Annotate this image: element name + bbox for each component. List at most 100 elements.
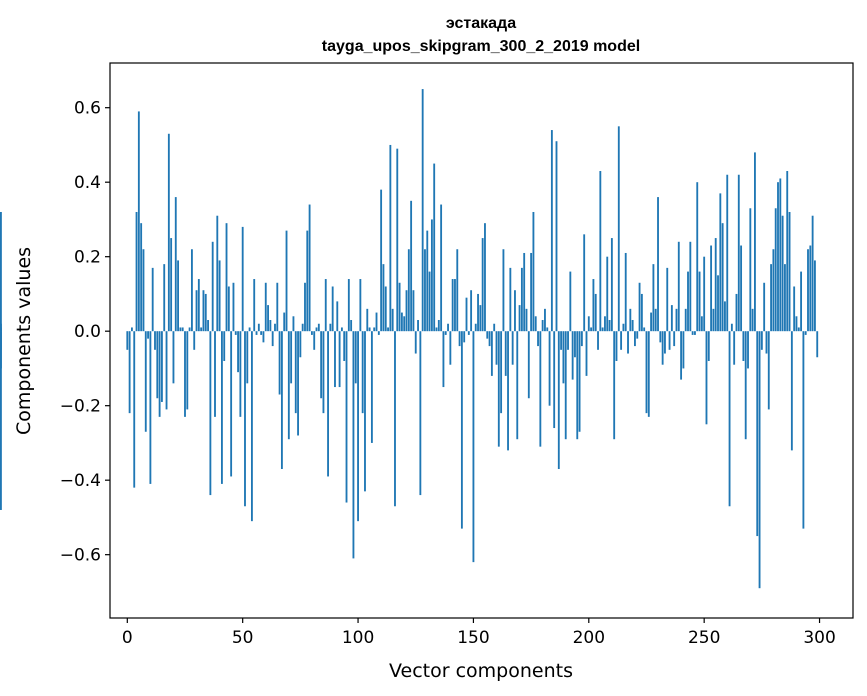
bar bbox=[364, 331, 366, 492]
bar bbox=[283, 312, 286, 332]
bar bbox=[537, 331, 539, 347]
bar bbox=[502, 249, 505, 332]
bar bbox=[756, 331, 759, 537]
bar bbox=[733, 331, 736, 365]
bar bbox=[204, 293, 207, 332]
bar bbox=[239, 331, 242, 417]
bar bbox=[177, 260, 179, 332]
bar bbox=[583, 234, 586, 332]
bar bbox=[269, 320, 272, 332]
bar bbox=[714, 238, 717, 332]
bar bbox=[765, 331, 768, 354]
bar bbox=[516, 331, 519, 440]
bar bbox=[433, 163, 436, 332]
bar bbox=[197, 279, 200, 332]
bar bbox=[807, 249, 809, 332]
bar bbox=[160, 331, 163, 402]
bar bbox=[472, 331, 475, 563]
bar bbox=[539, 331, 542, 447]
bar bbox=[652, 264, 655, 332]
bar bbox=[689, 241, 692, 332]
bar bbox=[497, 331, 500, 447]
bar bbox=[624, 252, 627, 332]
bar bbox=[737, 174, 740, 332]
bar bbox=[454, 279, 456, 332]
bar bbox=[237, 331, 239, 373]
bar bbox=[809, 245, 812, 332]
x-tick-label: 50 bbox=[232, 628, 254, 648]
bar bbox=[230, 331, 233, 477]
bar bbox=[640, 293, 643, 332]
bar bbox=[241, 226, 244, 332]
bar bbox=[465, 297, 468, 332]
bar bbox=[615, 331, 618, 361]
bar bbox=[585, 331, 588, 376]
bar bbox=[405, 290, 408, 332]
bar bbox=[144, 331, 147, 432]
bar bbox=[553, 331, 556, 429]
x-tick-label: 200 bbox=[573, 628, 605, 648]
chart-title: эстакада bbox=[446, 15, 516, 32]
bar bbox=[137, 111, 140, 332]
bar bbox=[523, 252, 526, 332]
bar bbox=[140, 223, 143, 332]
bar bbox=[557, 331, 560, 470]
bar bbox=[719, 193, 722, 332]
bar bbox=[654, 308, 657, 332]
bar bbox=[426, 230, 429, 332]
bar bbox=[188, 327, 191, 332]
bar bbox=[331, 286, 334, 332]
bar bbox=[481, 238, 484, 332]
bar bbox=[246, 331, 249, 384]
bar bbox=[253, 279, 256, 332]
bar bbox=[728, 331, 731, 507]
bar bbox=[507, 331, 509, 451]
bar bbox=[560, 331, 563, 350]
y-tick-label: −0.6 bbox=[60, 546, 101, 566]
bar bbox=[329, 323, 332, 332]
bar bbox=[419, 331, 422, 496]
bar bbox=[449, 331, 452, 365]
bar bbox=[677, 241, 680, 332]
bar bbox=[389, 144, 392, 332]
bar bbox=[700, 316, 703, 332]
bar bbox=[758, 331, 761, 589]
bar bbox=[629, 308, 632, 332]
bar bbox=[726, 174, 729, 332]
bar bbox=[149, 331, 152, 484]
bar bbox=[814, 260, 816, 332]
bar bbox=[375, 312, 378, 332]
y-tick-label: 0.2 bbox=[74, 248, 101, 268]
bar bbox=[712, 308, 715, 332]
bar bbox=[661, 331, 664, 365]
bar bbox=[684, 308, 687, 332]
bar bbox=[200, 327, 203, 332]
bar bbox=[394, 331, 396, 507]
bar bbox=[747, 331, 749, 369]
bar bbox=[250, 331, 253, 522]
bar bbox=[304, 282, 306, 332]
bar bbox=[795, 316, 798, 332]
bar bbox=[368, 327, 371, 332]
bar bbox=[740, 245, 743, 332]
bar bbox=[299, 331, 302, 358]
bar bbox=[594, 293, 597, 332]
bar bbox=[811, 215, 814, 332]
bar bbox=[444, 331, 447, 335]
bar bbox=[479, 305, 482, 332]
bar bbox=[707, 331, 710, 361]
bar bbox=[147, 331, 149, 339]
bar bbox=[387, 327, 389, 332]
bar bbox=[511, 331, 514, 365]
bar bbox=[154, 331, 156, 350]
bar bbox=[779, 178, 782, 332]
bar bbox=[327, 331, 329, 477]
bar bbox=[135, 211, 138, 332]
bar bbox=[749, 208, 752, 332]
bar bbox=[398, 282, 401, 332]
bar bbox=[802, 331, 805, 529]
bar bbox=[336, 301, 339, 332]
bar bbox=[613, 331, 616, 440]
bar bbox=[440, 204, 443, 332]
